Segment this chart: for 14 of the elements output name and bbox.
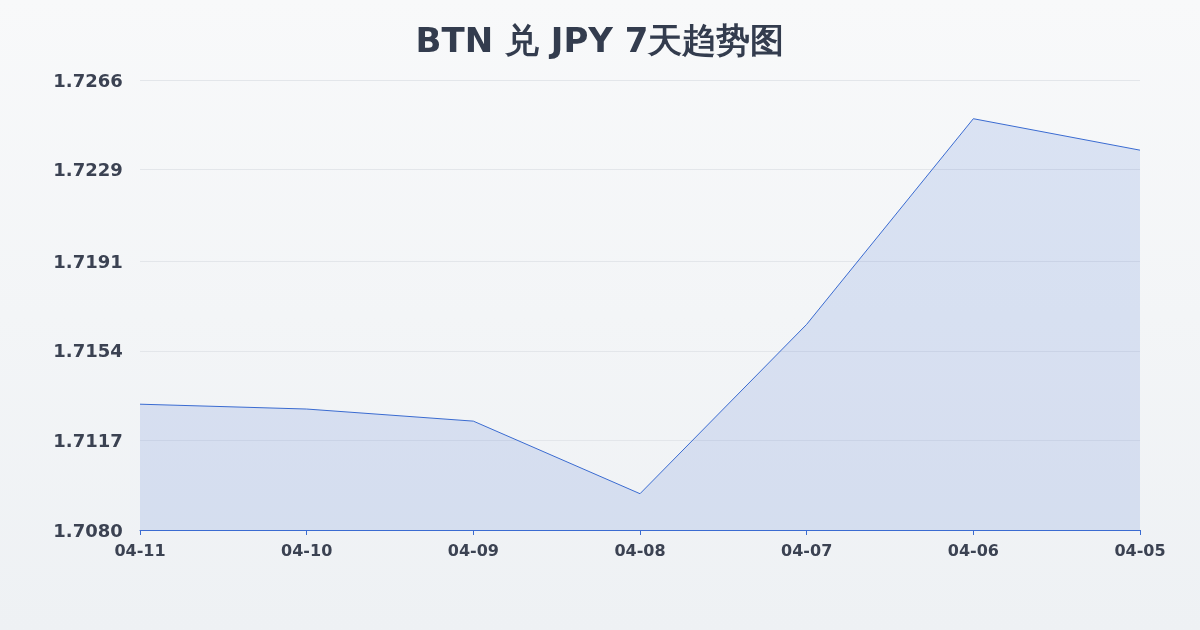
y-tick-label: 1.7229: [53, 159, 123, 181]
y-tick-label: 1.7154: [53, 340, 123, 362]
x-tick-label: 04-08: [614, 540, 666, 560]
x-tick-label: 04-05: [1114, 540, 1166, 560]
x-tick-label: 04-07: [781, 540, 833, 560]
y-tick-label: 1.7191: [53, 250, 123, 272]
y-tick-label: 1.7117: [53, 429, 123, 451]
x-tick-label: 04-11: [114, 540, 166, 560]
x-tick-label: 04-06: [947, 540, 999, 560]
y-tick-label: 1.7080: [53, 519, 123, 541]
chart-title: BTN 兑 JPY 7天趋势图: [415, 20, 785, 60]
y-tick-label: 1.7266: [53, 69, 123, 91]
x-tick-label: 04-10: [281, 540, 333, 560]
x-tick-label: 04-09: [447, 540, 499, 560]
